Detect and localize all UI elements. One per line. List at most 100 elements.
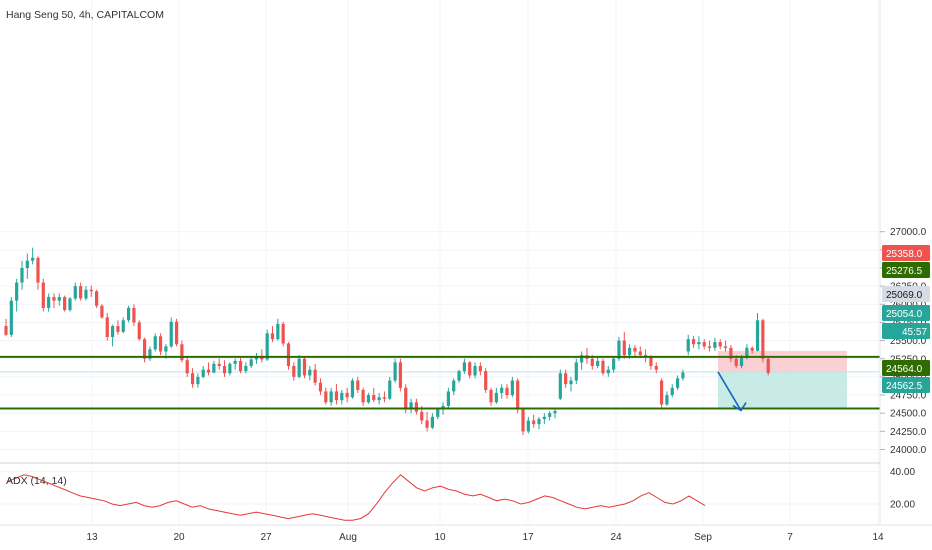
candle [254, 352, 259, 364]
svg-text:25276.5: 25276.5 [886, 266, 923, 277]
candlestick-series [4, 247, 770, 435]
candle [73, 282, 77, 301]
candle [276, 318, 280, 341]
candle [100, 304, 104, 319]
y-tick-label: 27000.0 [890, 227, 927, 238]
candle [206, 362, 211, 376]
candle [297, 355, 301, 379]
price-label-level: 24564.0 [882, 360, 930, 376]
candle [761, 318, 765, 363]
candle [398, 358, 403, 392]
candle [308, 366, 312, 381]
candle [468, 360, 472, 379]
candle [484, 368, 488, 393]
candle [537, 416, 541, 430]
candle [473, 362, 477, 379]
candle [500, 384, 504, 399]
x-tick-label: 7 [787, 532, 793, 543]
candle [361, 387, 365, 406]
candle [329, 387, 333, 406]
candle [158, 333, 163, 356]
candle [606, 366, 610, 377]
svg-text:25054.0: 25054.0 [886, 309, 923, 320]
candle [574, 358, 578, 385]
horizontal-levels[interactable] [0, 355, 880, 410]
take-profit-zone[interactable] [718, 371, 847, 409]
candle [750, 346, 754, 354]
candle [79, 282, 83, 301]
candle [201, 366, 205, 379]
candle [318, 378, 323, 396]
candle [233, 358, 237, 370]
y-tick-label: 24250.0 [890, 427, 927, 438]
x-tick-label: 17 [522, 532, 534, 543]
x-tick-label: Sep [694, 532, 712, 543]
candle [564, 369, 568, 388]
candle [153, 333, 157, 352]
candle [132, 304, 136, 327]
candle [25, 253, 29, 279]
candle [478, 362, 482, 376]
y-tick-label: 25500.0 [890, 336, 927, 347]
x-tick-label: 27 [260, 532, 272, 543]
candle [596, 356, 600, 369]
candle [217, 358, 221, 370]
candle [382, 391, 387, 403]
candle [377, 392, 381, 405]
price-axis-labels: 25358.0 25276.5 25069.0 25054.0 45:57 24564.0… [882, 245, 930, 393]
candle [553, 408, 557, 419]
price-label-stop: 25358.0 [882, 245, 930, 261]
candle [713, 337, 717, 351]
grid-lines [0, 0, 880, 525]
candle [345, 387, 349, 403]
svg-text:24562.5: 24562.5 [886, 381, 923, 392]
candle [63, 295, 67, 312]
candle [612, 356, 616, 373]
x-tick-label: 14 [872, 532, 884, 543]
adx-tick-label: 40.00 [890, 467, 915, 478]
candle [569, 376, 573, 392]
candle [729, 344, 733, 363]
candle [542, 413, 546, 425]
candle [238, 358, 243, 374]
projection-arrow[interactable] [717, 371, 747, 412]
svg-text:45:57: 45:57 [902, 327, 927, 338]
candle [137, 320, 141, 341]
candle [68, 297, 72, 312]
candle [393, 358, 397, 383]
price-label-level: 25276.5 [882, 262, 930, 278]
candle [409, 398, 413, 414]
svg-text:25358.0: 25358.0 [886, 249, 923, 260]
candle [654, 362, 658, 374]
adx-title: ADX (14, 14) [6, 475, 67, 487]
candle [142, 337, 147, 363]
candle [718, 339, 722, 350]
time-axis-ticks: 13 20 27 Aug 10 17 24 Sep 7 14 [86, 532, 884, 543]
candle [41, 278, 45, 312]
candle [340, 389, 344, 405]
candle [121, 317, 125, 334]
candle [292, 362, 296, 381]
candle [196, 373, 200, 388]
candle [302, 356, 307, 379]
candle [548, 411, 552, 421]
candle [324, 387, 328, 405]
x-tick-label: 13 [86, 532, 98, 543]
candle [270, 326, 275, 343]
candle [350, 378, 355, 399]
candle [126, 305, 131, 323]
candle [516, 378, 520, 414]
candle [697, 336, 701, 350]
candle [372, 387, 376, 403]
candle [457, 369, 461, 383]
candle [169, 317, 173, 348]
price-label-last: 25054.0 [882, 305, 930, 321]
candle [36, 256, 40, 290]
adx-tick-label: 20.00 [890, 500, 915, 511]
candle [9, 297, 13, 337]
candle [20, 260, 24, 290]
svg-text:25069.0: 25069.0 [886, 290, 923, 301]
candle [425, 411, 429, 432]
candle [686, 334, 690, 356]
